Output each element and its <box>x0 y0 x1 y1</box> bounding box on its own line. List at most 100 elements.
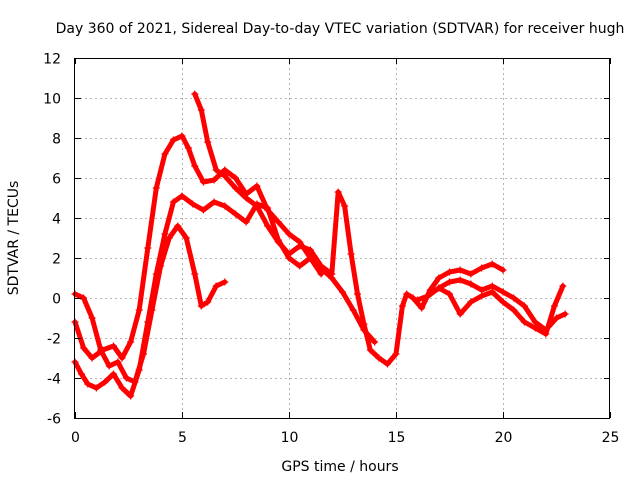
data-point <box>80 294 88 302</box>
data-point <box>199 206 207 214</box>
data-point <box>478 286 486 294</box>
y-tick-label: -6 <box>47 412 61 428</box>
data-point <box>339 288 346 296</box>
data-point <box>110 342 117 350</box>
data-point <box>531 324 539 332</box>
data-point <box>189 200 197 208</box>
data-point <box>84 380 92 388</box>
data-point <box>383 360 391 368</box>
y-tick-label: -4 <box>47 372 61 388</box>
data-point <box>424 292 432 300</box>
data-point <box>232 210 239 218</box>
x-tick-label: 10 <box>281 430 299 446</box>
data-point <box>165 234 173 242</box>
data-point <box>499 288 507 296</box>
data-point <box>478 292 486 300</box>
data-point <box>182 234 190 242</box>
data-point <box>446 268 453 276</box>
data-point <box>92 384 100 392</box>
data-point <box>148 306 156 314</box>
data-point <box>204 298 212 306</box>
data-point <box>296 242 304 250</box>
data-point <box>242 194 250 202</box>
plot-frame <box>74 58 610 419</box>
x-tick-label: 5 <box>178 430 187 446</box>
data-point <box>135 306 143 314</box>
chart-title: Day 360 of 2021, Sidereal Day-to-day VTE… <box>56 21 625 37</box>
data-point <box>221 172 229 180</box>
data-point <box>118 354 126 362</box>
data-point <box>317 262 325 270</box>
data-point <box>467 270 475 278</box>
y-tick-label: 10 <box>43 92 61 108</box>
y-tick-label: -2 <box>47 332 61 348</box>
data-point <box>409 294 417 302</box>
data-point <box>285 230 293 238</box>
data-point <box>499 266 507 274</box>
data-point <box>418 304 426 312</box>
data-point <box>550 302 558 310</box>
data-point <box>178 132 186 140</box>
data-point <box>456 276 464 284</box>
data-point <box>110 370 117 378</box>
data-point <box>210 176 218 184</box>
data-point <box>169 136 177 144</box>
data-point <box>413 296 421 304</box>
data-point <box>161 150 169 158</box>
x-tick-label: 25 <box>602 430 620 446</box>
data-point <box>520 318 528 326</box>
data-point <box>80 344 88 352</box>
data-point <box>232 174 239 182</box>
data-point <box>467 280 475 288</box>
data-point <box>77 370 85 378</box>
data-point <box>197 302 205 310</box>
data-point <box>242 218 250 226</box>
y-tick-label: 0 <box>52 292 61 308</box>
data-point <box>221 202 229 210</box>
data-point <box>127 392 135 400</box>
data-point <box>253 200 261 208</box>
axis-ticks: 0 5 10 15 20 25 -6 -4 -2 0 2 4 6 8 10 12 <box>43 52 619 447</box>
data-point <box>118 384 126 392</box>
data-point <box>152 184 160 192</box>
y-axis-label: SDTVAR / TECUs <box>6 181 22 296</box>
y-tick-label: 4 <box>52 212 61 228</box>
data-point <box>456 310 464 318</box>
data-point <box>131 378 139 386</box>
data-point <box>553 314 560 322</box>
data-point <box>347 250 355 258</box>
data-point <box>204 138 212 146</box>
data-point <box>366 346 374 354</box>
data-point <box>191 270 199 278</box>
data-point <box>435 284 443 292</box>
data-point <box>274 218 282 226</box>
data-point <box>488 260 496 268</box>
data-point <box>212 282 220 290</box>
data-point <box>122 374 130 382</box>
data-point <box>446 278 453 286</box>
y-tick-label: 12 <box>43 52 61 68</box>
data-point <box>253 182 261 190</box>
data-point <box>296 262 304 270</box>
data-point <box>360 320 368 328</box>
y-tick-label: 2 <box>52 252 61 268</box>
data-point <box>349 306 357 314</box>
data-point <box>97 346 105 354</box>
x-tick-label: 20 <box>495 430 513 446</box>
data-point <box>285 254 293 262</box>
data-point <box>403 290 411 298</box>
data-point <box>232 184 239 192</box>
data-point <box>169 198 177 206</box>
data-point <box>140 350 147 358</box>
data-point <box>542 326 550 334</box>
y-tick-label: 6 <box>52 172 61 188</box>
data-point <box>317 270 325 278</box>
data-point <box>264 222 272 230</box>
data-point <box>456 266 464 274</box>
data-point <box>144 244 152 252</box>
data-point <box>88 314 96 322</box>
y-tick-label: 8 <box>52 132 61 148</box>
data-point <box>354 290 361 298</box>
data-point <box>488 282 496 290</box>
data-point <box>212 166 220 174</box>
